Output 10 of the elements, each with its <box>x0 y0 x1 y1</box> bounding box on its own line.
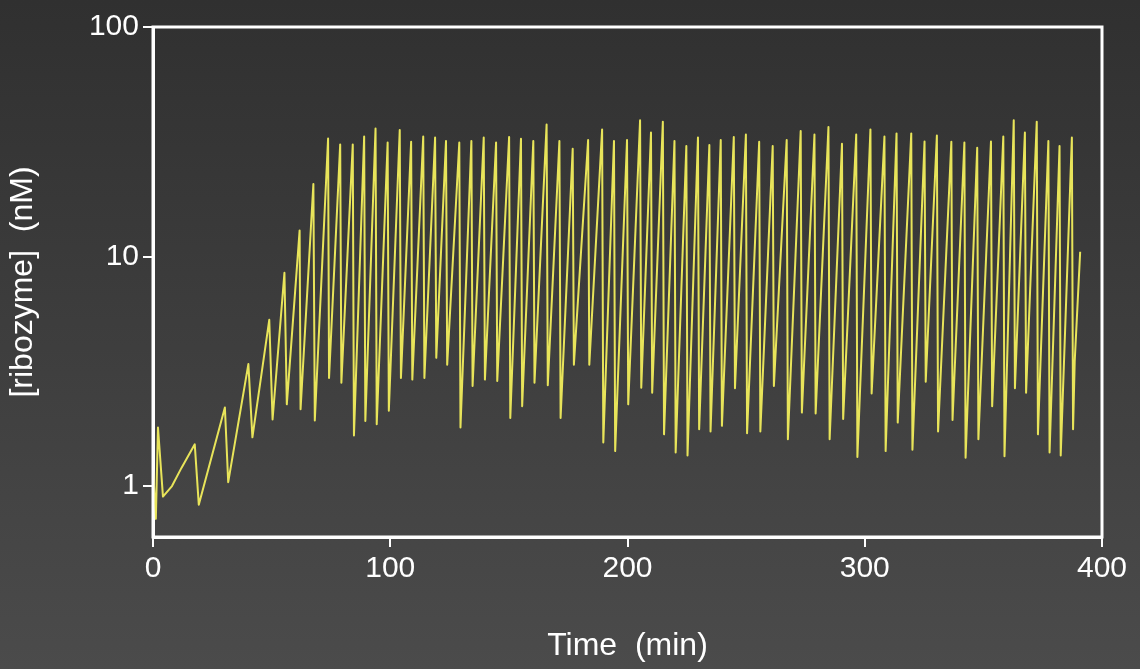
x-tick-label: 200 <box>602 550 653 584</box>
x-tick-label: 0 <box>144 550 162 584</box>
x-axis-title: Time (min) <box>547 625 708 662</box>
y-tick-label: 1 <box>122 467 139 501</box>
x-tick-label: 400 <box>1076 550 1128 584</box>
x-tick-label: 300 <box>839 550 890 584</box>
y-axis-title: [ribozyme] (nM) <box>3 166 40 398</box>
x-tick-label: 100 <box>365 550 416 584</box>
y-tick-label: 100 <box>88 8 139 42</box>
y-tick-label: 10 <box>105 237 139 271</box>
